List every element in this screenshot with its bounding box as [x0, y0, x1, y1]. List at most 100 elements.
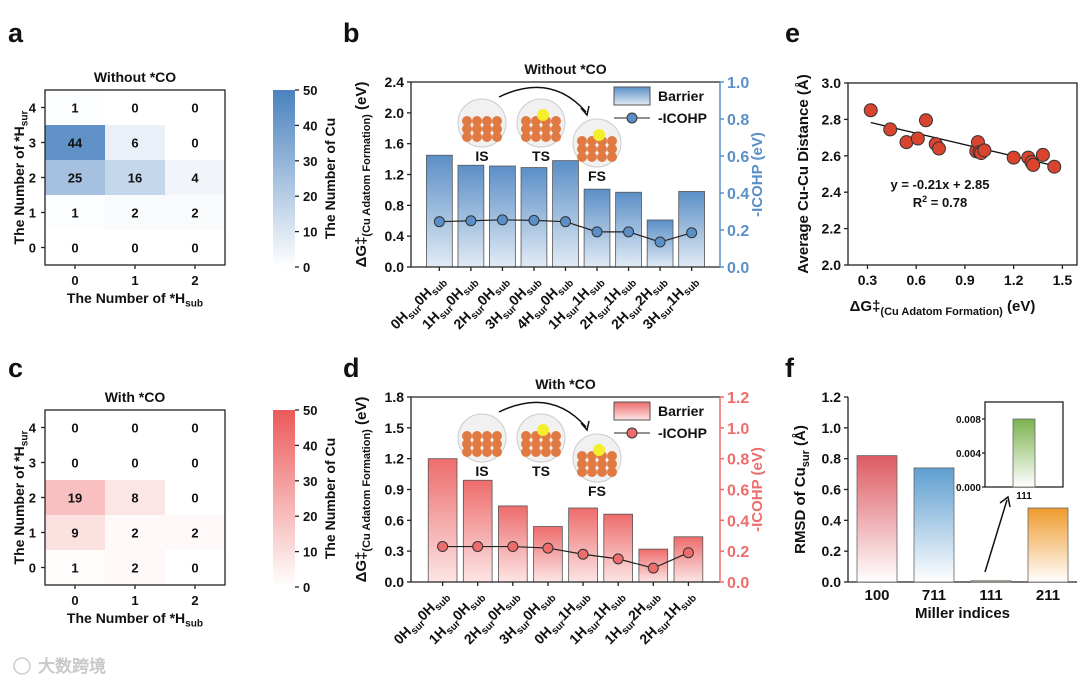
arrow-icon [984, 499, 1008, 573]
heatmap-cell [45, 550, 105, 585]
cu-atom [551, 124, 561, 134]
heatmap-cell-value: 9 [71, 526, 78, 541]
heatmap-cell-value: 1 [71, 206, 78, 221]
y-tick-label: 0.0 [822, 574, 842, 590]
subscripted-label: The Number of *Hsur [11, 430, 31, 564]
cu-atom [462, 431, 472, 441]
cu-atom [607, 467, 617, 477]
chart-title: Without *CO [524, 61, 606, 77]
cu-atom [551, 132, 561, 142]
subscripted-label: 1Hsur1Hsub [566, 587, 629, 650]
bar [1027, 507, 1069, 583]
colorbar-tick-label: 0 [303, 260, 310, 275]
subscripted-label: 2Hsur2Hsub [608, 272, 671, 335]
heatmap-cell [165, 125, 225, 160]
cu-atom [577, 144, 587, 154]
bar [568, 507, 598, 583]
icohp-point [542, 542, 554, 554]
x-label-part: (eV) [1003, 298, 1036, 315]
y2-tick-label: 0.2 [727, 544, 749, 561]
bar [533, 526, 563, 583]
y2-tick-label: 0.8 [727, 452, 749, 469]
scatter-point [910, 131, 925, 146]
legend-label: Barrier [658, 88, 704, 104]
cu-atom [607, 451, 617, 461]
heatmap-cell [165, 230, 225, 265]
subscripted-label: 0Hsur0Hsub [390, 587, 453, 650]
legend-label: -ICOHP [658, 425, 707, 441]
cu-atom [492, 439, 502, 449]
y-tick-label: 2 [29, 171, 36, 186]
plot-frame [847, 82, 1078, 266]
cu-atom [482, 132, 492, 142]
y-tick-label: 0 [29, 241, 36, 256]
heatmap-cell-value: 2 [131, 206, 138, 221]
y-axis-label: ΔG‡(Cu Adatom Formation) (eV) [353, 82, 373, 268]
cu-atom [587, 459, 597, 469]
heatmap-cell [105, 410, 165, 445]
cu-atom [492, 431, 502, 441]
heatmap-cell-value: 0 [191, 491, 198, 506]
y-tick-label: 4 [29, 101, 37, 116]
y-tick-label: 1.2 [385, 451, 405, 467]
heatmap-cell [45, 125, 105, 160]
heatmap-cell [105, 195, 165, 230]
y-tick-label: 1 [29, 526, 36, 541]
subscripted-label: 0Hsur0Hsub [387, 272, 450, 335]
structure-image-IS: IS [457, 413, 507, 479]
cu-atom [462, 116, 472, 126]
heatmap-cell-value: 2 [191, 526, 198, 541]
colorbar-tick-label: 50 [303, 83, 317, 98]
icohp-point [591, 226, 603, 238]
subscripted-label: 2Hsur0Hsub [450, 272, 513, 335]
subscript: sur [20, 110, 31, 126]
x-tick-label: 0 [71, 593, 78, 608]
panel-letter-f: f [785, 353, 795, 383]
cu-atom [541, 124, 551, 134]
subscript: sur [20, 430, 31, 446]
y-axis-label: ΔG‡(Cu Adatom Formation) (eV) [353, 397, 373, 583]
cu-atom [482, 439, 492, 449]
cu-atom [607, 459, 617, 469]
heatmap-cell-value: 0 [71, 421, 78, 436]
y2-tick-label: 1.0 [727, 75, 749, 92]
bar [913, 467, 955, 583]
cu-atom [482, 116, 492, 126]
inset-bar [1012, 418, 1036, 488]
y-tick-label: 3 [29, 456, 36, 471]
cu-atom [541, 447, 551, 457]
y-tick-label: 0.0 [385, 259, 405, 275]
heatmap-cell-value: 2 [131, 561, 138, 576]
y-tick-label: 1.5 [385, 420, 405, 436]
arrow-icon [498, 86, 587, 113]
heatmap-cell-value: 44 [68, 136, 83, 151]
state-label: IS [475, 463, 488, 479]
y-tick-label: 0.6 [822, 482, 842, 498]
bar [427, 458, 458, 583]
cu-atom [462, 132, 472, 142]
y-tick-label: 1.8 [385, 389, 405, 405]
y2-tick-label: 0.2 [727, 223, 749, 240]
cu-atom [521, 439, 531, 449]
heatmap-cell-value: 0 [191, 561, 198, 576]
cu-atom [462, 124, 472, 134]
x-tick-label: 2 [191, 593, 198, 608]
subscripted-label: 1Hsur0Hsub [419, 272, 482, 335]
cu-atom [587, 467, 597, 477]
subscript: sub [185, 299, 203, 310]
cu-atom [472, 439, 482, 449]
y-tick-label: 0 [29, 561, 36, 576]
heatmap-cell-value: 0 [191, 421, 198, 436]
heatmap-cell-value: 25 [68, 171, 82, 186]
heatmap-cell [165, 445, 225, 480]
cu-atom [492, 132, 502, 142]
subscripted-label: 3Hsur0Hsub [496, 587, 559, 650]
bar [603, 513, 633, 583]
cu-atom [492, 124, 502, 134]
y2-tick-label: 0.6 [727, 483, 749, 500]
heatmap-title: Without *CO [94, 69, 176, 85]
x-label-part: (Cu Adatom Formation) [880, 306, 1003, 318]
heatmap-cell-value: 0 [131, 421, 138, 436]
chart-title: With *CO [535, 376, 596, 392]
